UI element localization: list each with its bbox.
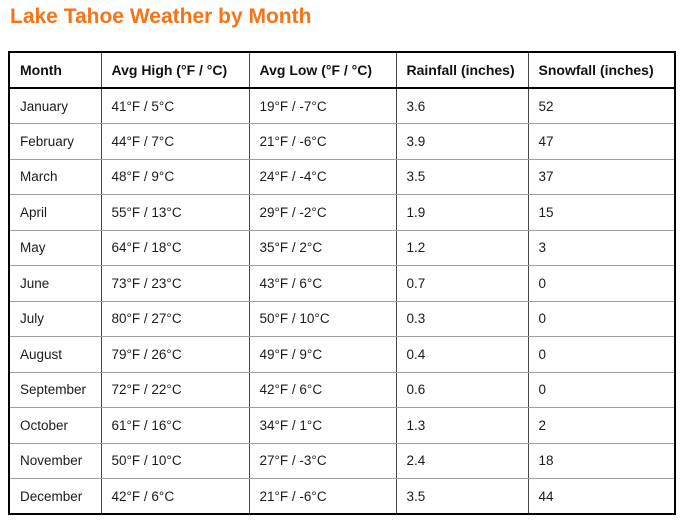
cell-avg-low: 35°F / 2°C [248,229,397,266]
cell-avg-high: 64°F / 18°C [100,229,250,266]
cell-rainfall: 2.4 [395,442,529,479]
cell-snowfall: 3 [527,229,676,266]
cell-avg-low: 29°F / -2°C [248,194,397,231]
cell-month: June [8,265,102,302]
cell-avg-high: 41°F / 5°C [100,87,250,124]
table-row: June 73°F / 23°C 43°F / 6°C 0.7 0 [8,265,676,302]
cell-snowfall: 0 [527,371,676,408]
table-row: July 80°F / 27°C 50°F / 10°C 0.3 0 [8,300,676,337]
cell-avg-high: 61°F / 16°C [100,407,250,444]
column-header-rainfall: Rainfall (inches) [395,51,529,89]
cell-snowfall: 2 [527,407,676,444]
table-row: October 61°F / 16°C 34°F / 1°C 1.3 2 [8,407,676,444]
cell-month: October [8,407,102,444]
cell-rainfall: 3.6 [395,87,529,124]
cell-rainfall: 3.5 [395,158,529,195]
table-row: February 44°F / 7°C 21°F / -6°C 3.9 47 [8,123,676,160]
cell-avg-low: 21°F / -6°C [248,478,397,515]
cell-month: February [8,123,102,160]
cell-snowfall: 18 [527,442,676,479]
cell-avg-high: 72°F / 22°C [100,371,250,408]
cell-avg-high: 80°F / 27°C [100,300,250,337]
cell-avg-low: 34°F / 1°C [248,407,397,444]
cell-avg-high: 79°F / 26°C [100,336,250,373]
weather-table: Month Avg High (°F / °C) Avg Low (°F / °… [8,51,676,515]
table-row: December 42°F / 6°C 21°F / -6°C 3.5 44 [8,478,676,515]
cell-rainfall: 3.9 [395,123,529,160]
cell-snowfall: 47 [527,123,676,160]
cell-snowfall: 44 [527,478,676,515]
cell-rainfall: 1.9 [395,194,529,231]
cell-snowfall: 0 [527,300,676,337]
cell-month: April [8,194,102,231]
cell-rainfall: 0.7 [395,265,529,302]
cell-rainfall: 1.2 [395,229,529,266]
cell-avg-low: 49°F / 9°C [248,336,397,373]
cell-avg-low: 42°F / 6°C [248,371,397,408]
cell-month: September [8,371,102,408]
cell-month: January [8,87,102,124]
cell-avg-high: 42°F / 6°C [100,478,250,515]
table-row: April 55°F / 13°C 29°F / -2°C 1.9 15 [8,194,676,231]
cell-month: August [8,336,102,373]
cell-avg-high: 55°F / 13°C [100,194,250,231]
cell-avg-low: 27°F / -3°C [248,442,397,479]
cell-avg-low: 19°F / -7°C [248,87,397,124]
cell-snowfall: 15 [527,194,676,231]
cell-avg-high: 44°F / 7°C [100,123,250,160]
cell-month: March [8,158,102,195]
cell-avg-low: 50°F / 10°C [248,300,397,337]
cell-month: May [8,229,102,266]
table-row: August 79°F / 26°C 49°F / 9°C 0.4 0 [8,336,676,373]
cell-avg-high: 73°F / 23°C [100,265,250,302]
cell-month: December [8,478,102,515]
table-row: May 64°F / 18°C 35°F / 2°C 1.2 3 [8,229,676,266]
cell-avg-low: 24°F / -4°C [248,158,397,195]
page-title: Lake Tahoe Weather by Month [10,5,312,28]
cell-snowfall: 0 [527,336,676,373]
cell-avg-high: 48°F / 9°C [100,158,250,195]
cell-rainfall: 0.6 [395,371,529,408]
cell-rainfall: 0.3 [395,300,529,337]
column-header-month: Month [8,51,102,89]
cell-snowfall: 37 [527,158,676,195]
cell-rainfall: 0.4 [395,336,529,373]
cell-avg-low: 43°F / 6°C [248,265,397,302]
table-row: March 48°F / 9°C 24°F / -4°C 3.5 37 [8,158,676,195]
cell-snowfall: 0 [527,265,676,302]
cell-avg-high: 50°F / 10°C [100,442,250,479]
cell-rainfall: 1.3 [395,407,529,444]
cell-month: November [8,442,102,479]
column-header-avg-low: Avg Low (°F / °C) [248,51,397,89]
cell-month: July [8,300,102,337]
table-row: January 41°F / 5°C 19°F / -7°C 3.6 52 [8,87,676,124]
table-header-row: Month Avg High (°F / °C) Avg Low (°F / °… [8,51,676,89]
cell-snowfall: 52 [527,87,676,124]
cell-rainfall: 3.5 [395,478,529,515]
table-row: November 50°F / 10°C 27°F / -3°C 2.4 18 [8,442,676,479]
table-row: September 72°F / 22°C 42°F / 6°C 0.6 0 [8,371,676,408]
cell-avg-low: 21°F / -6°C [248,123,397,160]
column-header-avg-high: Avg High (°F / °C) [100,51,250,89]
column-header-snowfall: Snowfall (inches) [527,51,676,89]
